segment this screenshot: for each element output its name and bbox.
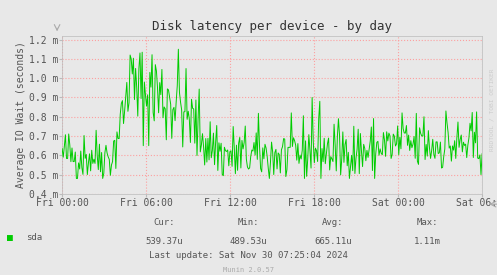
Text: 1.11m: 1.11m (414, 237, 441, 246)
Text: ■: ■ (7, 233, 13, 243)
Text: Max:: Max: (416, 218, 438, 227)
Text: 665.11u: 665.11u (314, 237, 352, 246)
Y-axis label: Average IO Wait (seconds): Average IO Wait (seconds) (16, 41, 26, 188)
Text: Cur:: Cur: (153, 218, 175, 227)
Text: Munin 2.0.57: Munin 2.0.57 (223, 267, 274, 273)
Title: Disk latency per device - by day: Disk latency per device - by day (152, 20, 392, 33)
Text: 539.37u: 539.37u (145, 237, 183, 246)
Text: 489.53u: 489.53u (230, 237, 267, 246)
Text: Min:: Min: (238, 218, 259, 227)
Text: RRDTOOL / TOBI OETIKER: RRDTOOL / TOBI OETIKER (490, 69, 495, 151)
Text: Last update: Sat Nov 30 07:25:04 2024: Last update: Sat Nov 30 07:25:04 2024 (149, 251, 348, 260)
Text: Avg:: Avg: (322, 218, 344, 227)
Text: sda: sda (26, 233, 42, 242)
